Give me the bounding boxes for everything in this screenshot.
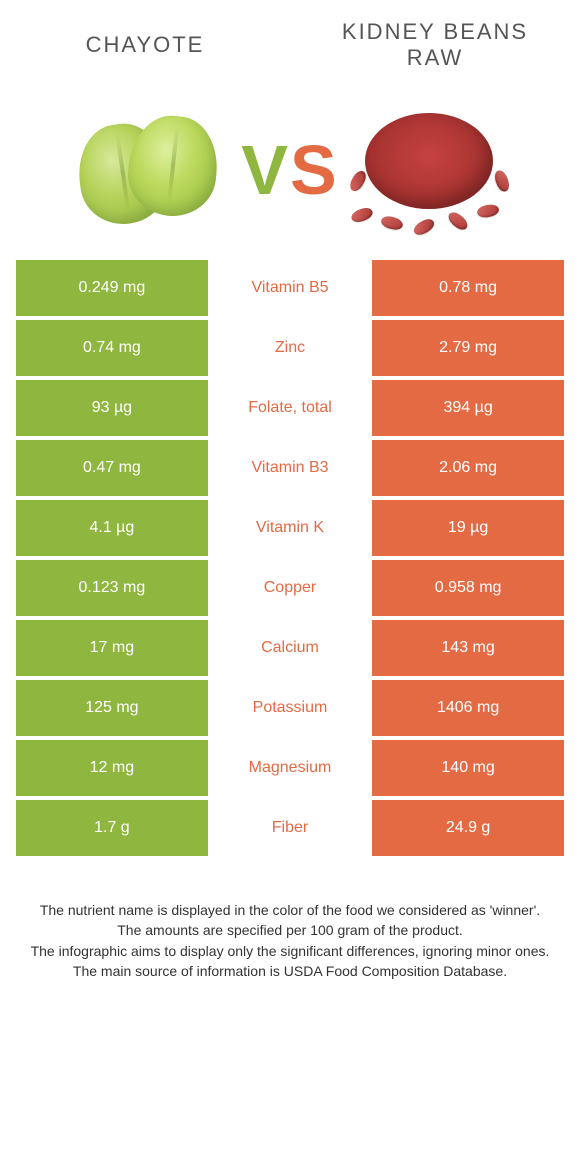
table-row: 93 µgFolate, total394 µg	[16, 380, 564, 436]
value-left: 125 mg	[16, 680, 208, 736]
chayote-image	[73, 105, 233, 235]
value-right: 143 mg	[372, 620, 564, 676]
nutrient-label: Magnesium	[208, 740, 372, 796]
vs-label: VS	[241, 130, 338, 210]
nutrient-label: Calcium	[208, 620, 372, 676]
value-right: 2.79 mg	[372, 320, 564, 376]
nutrient-label: Fiber	[208, 800, 372, 856]
footer-line: The amounts are specified per 100 gram o…	[28, 920, 552, 940]
value-right: 1406 mg	[372, 680, 564, 736]
table-row: 1.7 gFiber24.9 g	[16, 800, 564, 856]
nutrient-label: Vitamin B3	[208, 440, 372, 496]
header: Chayote Kidney beans raw	[0, 0, 580, 90]
value-left: 4.1 µg	[16, 500, 208, 556]
table-row: 12 mgMagnesium140 mg	[16, 740, 564, 796]
table-row: 125 mgPotassium1406 mg	[16, 680, 564, 736]
footer-line: The nutrient name is displayed in the co…	[28, 900, 552, 920]
nutrient-label: Vitamin B5	[208, 260, 372, 316]
nutrient-label: Folate, total	[208, 380, 372, 436]
value-right: 2.06 mg	[372, 440, 564, 496]
vs-v: V	[241, 131, 290, 209]
table-row: 0.47 mgVitamin B32.06 mg	[16, 440, 564, 496]
footer-line: The main source of information is USDA F…	[28, 961, 552, 981]
vs-s: S	[290, 131, 339, 209]
value-left: 93 µg	[16, 380, 208, 436]
image-row: VS	[0, 90, 580, 260]
footer-notes: The nutrient name is displayed in the co…	[0, 860, 580, 981]
nutrient-label: Zinc	[208, 320, 372, 376]
nutrient-table: 0.249 mgVitamin B50.78 mg0.74 mgZinc2.79…	[0, 260, 580, 860]
food-right-title: Kidney beans raw	[290, 19, 580, 72]
table-row: 4.1 µgVitamin K19 µg	[16, 500, 564, 556]
value-left: 0.74 mg	[16, 320, 208, 376]
nutrient-label: Potassium	[208, 680, 372, 736]
food-left-title: Chayote	[0, 32, 290, 58]
kidney-beans-image	[347, 105, 507, 235]
value-left: 0.249 mg	[16, 260, 208, 316]
value-left: 1.7 g	[16, 800, 208, 856]
nutrient-label: Vitamin K	[208, 500, 372, 556]
value-right: 24.9 g	[372, 800, 564, 856]
value-right: 0.78 mg	[372, 260, 564, 316]
value-left: 17 mg	[16, 620, 208, 676]
value-right: 19 µg	[372, 500, 564, 556]
table-row: 0.74 mgZinc2.79 mg	[16, 320, 564, 376]
value-right: 394 µg	[372, 380, 564, 436]
table-row: 0.123 mgCopper0.958 mg	[16, 560, 564, 616]
value-right: 140 mg	[372, 740, 564, 796]
value-right: 0.958 mg	[372, 560, 564, 616]
nutrient-label: Copper	[208, 560, 372, 616]
value-left: 0.123 mg	[16, 560, 208, 616]
table-row: 0.249 mgVitamin B50.78 mg	[16, 260, 564, 316]
value-left: 0.47 mg	[16, 440, 208, 496]
value-left: 12 mg	[16, 740, 208, 796]
footer-line: The infographic aims to display only the…	[28, 941, 552, 961]
table-row: 17 mgCalcium143 mg	[16, 620, 564, 676]
